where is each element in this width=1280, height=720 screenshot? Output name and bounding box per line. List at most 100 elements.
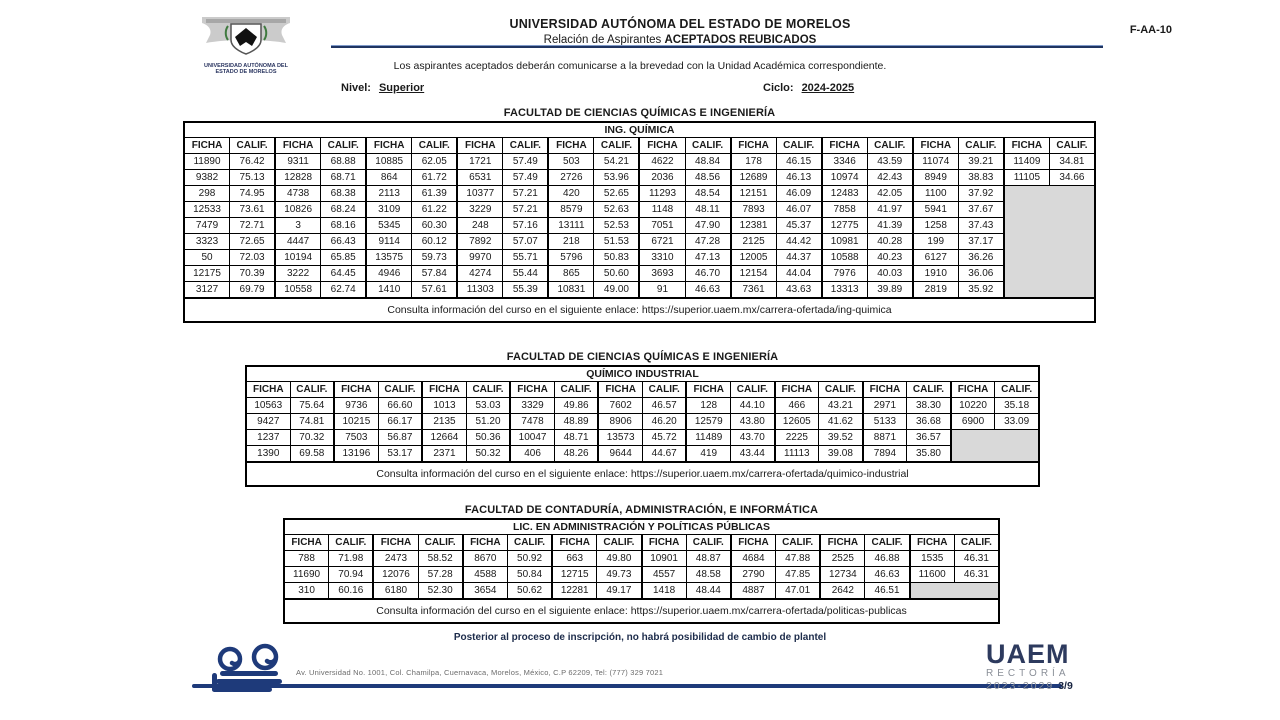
calif-cell: 47.28 — [684, 233, 732, 250]
ficha-cell: 7051 — [638, 217, 686, 234]
ficha-cell: 420 — [547, 185, 595, 202]
calif-cell: 68.16 — [320, 217, 367, 234]
calif-header: CALIF. — [906, 381, 952, 398]
program-title: QUÍMICO INDUSTRIAL — [245, 365, 1040, 382]
column-header-row: FICHA CALIF. FICHA CALIF. FICHA CALIF. FICHA CA… — [283, 534, 1000, 551]
link-row: Consulta información del curso en el sig… — [283, 598, 1000, 624]
university-seal: UNIVERSIDAD AUTÓNOMA DEL ESTADO DE MOREL… — [192, 14, 300, 75]
page-number: 3/9 — [1058, 680, 1073, 692]
rectoria-years: 2023-2029 3/9 — [986, 680, 1073, 692]
calif-cell: 47.85 — [775, 566, 821, 583]
ficha-cell: 1237 — [244, 429, 291, 446]
ficha-cell: 5345 — [365, 217, 413, 234]
calif-cell: 36.57 — [906, 429, 952, 446]
ficha-cell: 3 — [274, 217, 322, 234]
calif-cell: 48.26 — [553, 445, 599, 463]
ficha-cell: 11113 — [773, 445, 820, 463]
calif-cell: 46.07 — [775, 201, 823, 218]
program-row: LIC. EN ADMINISTRACIÓN Y POLÍTICAS PÚBLI… — [283, 518, 1000, 535]
ficha-cell: 9644 — [597, 445, 643, 463]
ficha-cell: 12828 — [274, 169, 322, 186]
uaem-logo-text: UAEM — [986, 639, 1070, 669]
ficha-cell: 1721 — [456, 153, 504, 170]
ficha-cell: 11293 — [638, 185, 686, 202]
calif-cell: 55.39 — [502, 281, 549, 299]
calif-header: CALIF. — [328, 534, 374, 551]
ficha-cell: 12605 — [773, 413, 820, 430]
calif-cell: 52.65 — [593, 185, 640, 202]
ficha-cell: 1418 — [640, 582, 687, 600]
ficha-cell: 12734 — [819, 566, 866, 583]
ficha-cell: 4622 — [638, 153, 686, 170]
calif-header: CALIF. — [953, 534, 1000, 551]
calif-cell: 74.95 — [229, 185, 276, 202]
calif-cell: 57.21 — [502, 185, 549, 202]
empty-cell — [1002, 185, 1096, 202]
ficha-cell: 12076 — [372, 566, 419, 583]
ficha-cell: 10831 — [547, 281, 595, 299]
ficha-cell: 298 — [183, 185, 231, 202]
table-row: 9427 74.81 10215 66.17 2135 51.20 7478 48.89 890… — [244, 413, 1040, 430]
ficha-cell: 6180 — [372, 582, 419, 600]
calif-cell: 43.21 — [818, 397, 864, 414]
ficha-cell: 7478 — [509, 413, 555, 430]
calif-cell: 57.21 — [502, 201, 549, 218]
ficha-cell: 10194 — [274, 249, 322, 266]
calif-header: CALIF. — [377, 381, 423, 398]
calif-cell: 38.83 — [957, 169, 1005, 186]
calif-cell: 52.30 — [417, 582, 464, 600]
ficha-header: FICHA — [509, 381, 555, 398]
ficha-cell: 12154 — [729, 265, 777, 282]
calif-cell: 46.15 — [775, 153, 823, 170]
table-row: 11890 76.42 9311 68.88 10885 62.05 1721 57.49 50… — [183, 153, 1096, 170]
calif-cell: 49.00 — [593, 281, 640, 299]
table-row: 11690 70.94 12076 57.28 4588 50.84 12715 49.73 4… — [283, 566, 1000, 583]
calif-cell: 48.44 — [685, 582, 732, 600]
calif-cell: 60.30 — [411, 217, 458, 234]
calif-cell: 53.96 — [593, 169, 640, 186]
ficha-header: FICHA — [819, 534, 866, 551]
calif-cell: 68.24 — [320, 201, 367, 218]
calif-cell: 39.08 — [818, 445, 864, 463]
ficha-cell: 3323 — [183, 233, 231, 250]
ficha-cell: 12281 — [551, 582, 598, 600]
table-row: 1237 70.32 7503 56.87 12664 50.36 10047 48.71 13… — [244, 429, 1040, 446]
ficha-cell: 4946 — [365, 265, 413, 282]
ficha-cell: 2113 — [365, 185, 413, 202]
ficha-cell: 5133 — [861, 413, 908, 430]
ficha-header: FICHA — [365, 137, 413, 154]
ficha-cell: 10558 — [274, 281, 322, 299]
calif-cell: 60.16 — [328, 582, 374, 600]
calif-cell: 46.09 — [775, 185, 823, 202]
course-link-text: Consulta información del curso en el sig… — [183, 297, 1096, 323]
ficha-cell: 1100 — [911, 185, 959, 202]
ficha-header: FICHA — [244, 381, 291, 398]
calif-header: CALIF. — [506, 534, 553, 551]
link-row: Consulta información del curso en el sig… — [245, 461, 1040, 487]
ficha-header: FICHA — [773, 381, 820, 398]
calif-cell: 43.44 — [730, 445, 776, 463]
calif-cell: 41.97 — [866, 201, 914, 218]
table-row: 3323 72.65 4447 66.43 9114 60.12 7892 57.07 218 5… — [183, 233, 1096, 250]
ficha-cell: 10885 — [365, 153, 413, 170]
table-section-politicas-publicas: FACULTAD DE CONTADURÍA, ADMINISTRACIÓN, … — [283, 504, 1000, 624]
calif-cell: 41.62 — [818, 413, 864, 430]
calif-cell: 66.17 — [377, 413, 423, 430]
table-row: 788 71.98 2473 58.52 8670 50.92 663 49.80 10901 4… — [283, 550, 1000, 567]
link-row: Consulta información del curso en el sig… — [183, 297, 1096, 323]
ficha-cell: 178 — [729, 153, 777, 170]
nivel-field: Nivel: Superior — [341, 82, 424, 94]
calif-cell: 50.92 — [506, 550, 553, 567]
calif-cell: 46.70 — [684, 265, 732, 282]
ficha-cell: 788 — [283, 550, 330, 567]
ficha-cell: 13575 — [365, 249, 413, 266]
calif-cell: 61.39 — [411, 185, 458, 202]
calif-header: CALIF. — [818, 381, 864, 398]
ficha-cell: 4557 — [640, 566, 687, 583]
university-seal-icon — [202, 17, 290, 55]
calif-cell: 46.31 — [953, 550, 1000, 567]
ficha-cell: 12483 — [820, 185, 868, 202]
calif-cell: 52.53 — [593, 217, 640, 234]
ficha-header: FICHA — [274, 137, 322, 154]
ficha-cell: 12664 — [421, 429, 467, 446]
